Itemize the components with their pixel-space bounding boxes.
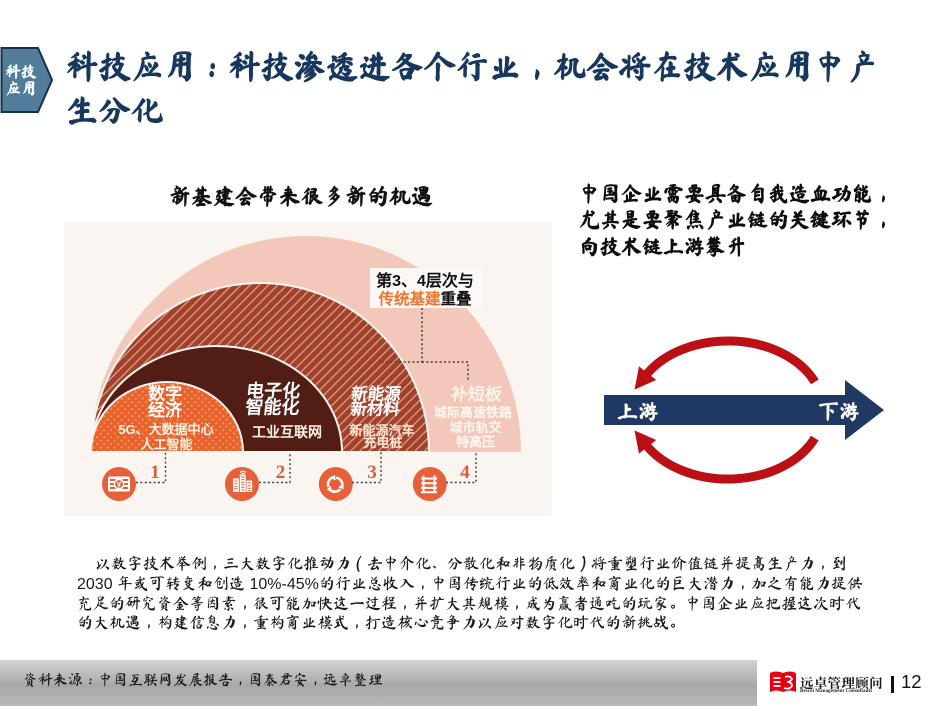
svg-text:新能源汽车: 新能源汽车	[349, 423, 414, 438]
svg-text:充电桩: 充电桩	[363, 435, 402, 450]
svg-text:人工智能: 人工智能	[140, 437, 192, 452]
svg-text:3: 3	[367, 462, 377, 483]
svg-text:第3、4层次与: 第3、4层次与	[376, 271, 474, 290]
svg-text:智能化: 智能化	[244, 397, 300, 418]
svg-text:下游: 下游	[818, 401, 860, 422]
svg-text:工业互联网: 工业互联网	[252, 424, 322, 440]
svg-text:城市轨交: 城市轨交	[450, 420, 502, 435]
svg-text:新能源: 新能源	[350, 384, 402, 404]
svg-text:2: 2	[276, 462, 286, 483]
svg-text:电子化: 电子化	[245, 380, 301, 401]
svg-text:4: 4	[460, 462, 470, 483]
svg-text:城际高速铁路: 城际高速铁路	[434, 405, 513, 420]
svg-text:新材料: 新材料	[349, 399, 401, 419]
svg-text:应用: 应用	[5, 80, 36, 96]
svg-text:科技: 科技	[5, 63, 37, 80]
svg-text:数字: 数字	[148, 384, 182, 404]
svg-text:经济: 经济	[148, 400, 183, 420]
svg-text:5G、大数据中心: 5G、大数据中心	[118, 422, 213, 437]
svg-text:补短板: 补短板	[449, 384, 504, 404]
svg-text:1: 1	[150, 462, 160, 483]
svg-text:上游: 上游	[617, 401, 659, 422]
svg-text:特高压: 特高压	[456, 435, 495, 450]
svg-text:传统基建重叠: 传统基建重叠	[377, 289, 471, 308]
